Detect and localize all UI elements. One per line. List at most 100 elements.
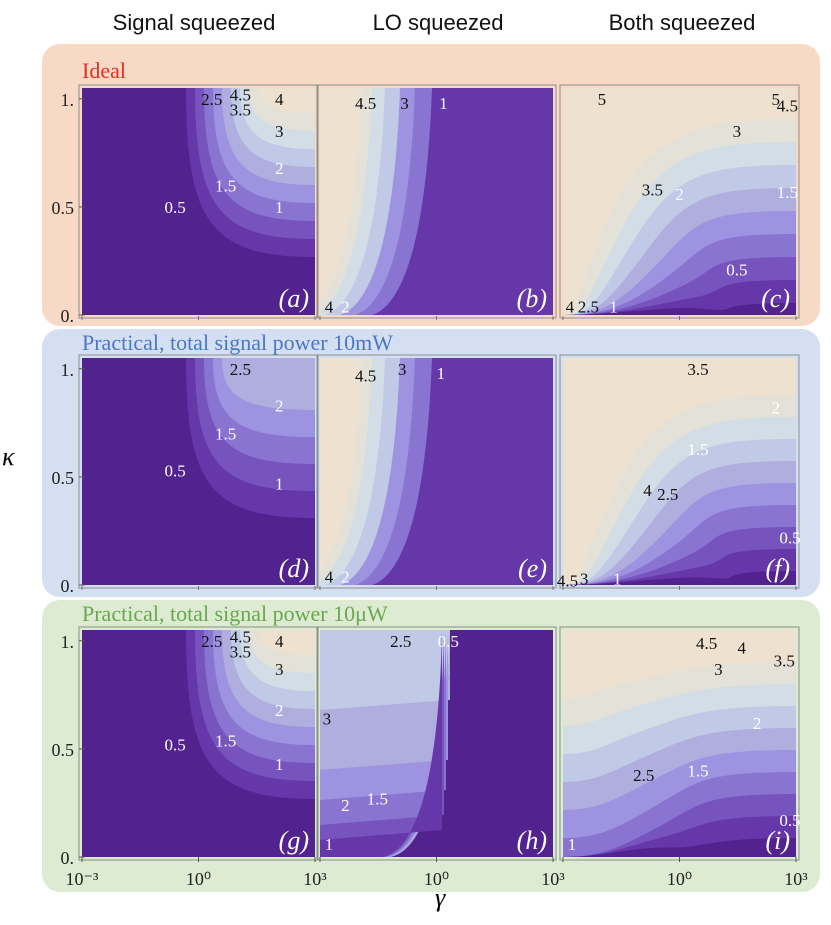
y-tick-label: 0.5 (52, 198, 75, 218)
contour-label: 3.5 (774, 651, 795, 670)
panel-g: 2.5 4.5 4 3.5 3 2 1.5 0.5 1 (g) 0. 0.5 1. 10⁻³ 10⁰ 10³ (52, 626, 327, 889)
contour-label: 4.5 (355, 94, 376, 113)
contour-label: 0.5 (438, 632, 459, 651)
contour-label: 1 (568, 835, 577, 854)
contour-label: 2 (753, 714, 762, 733)
contour-label: 2.5 (390, 632, 411, 651)
panel-label: (i) (765, 826, 790, 855)
contour-label: 1.5 (215, 425, 236, 444)
contour-label: 0.5 (779, 811, 800, 830)
contour-label: 1.5 (687, 762, 708, 781)
panel-a: 2.5 4.5 4 3.5 3 2 1.5 0.5 1 (a) 0. 0.5 1. (52, 84, 319, 326)
x-tick-label: 10³ (541, 869, 565, 889)
column-title-lo-squeezed: LO squeezed (372, 10, 504, 35)
panel-c: 5 54.533.5 2 1.50.54 2.5 1 (c) (559, 84, 800, 320)
contour-label: 2 (275, 701, 284, 720)
contour-label: 0.5 (726, 261, 747, 280)
contour-label: 2.5 (578, 297, 599, 316)
row-label-practical-10uw: Practical, total signal power 10μW (82, 601, 388, 626)
contour-label: 0.5 (164, 461, 185, 480)
contour-label: 3 (400, 94, 409, 113)
contour-label: 1 (325, 835, 334, 854)
contour-label: 2 (275, 159, 284, 178)
column-title-signal-squeezed: Signal squeezed (112, 10, 276, 35)
contour-label: 4.5 (230, 85, 251, 104)
contour-label: 4.5 (557, 572, 578, 591)
panel-label: (g) (279, 826, 309, 855)
contour-label: 2 (341, 567, 350, 586)
contour-label: 1 (275, 474, 284, 493)
contour-label: 4 (737, 638, 746, 657)
x-tick-label: 10⁰ (667, 869, 692, 889)
panel-label: (h) (517, 826, 547, 855)
y-tick-label: 0. (61, 848, 75, 868)
contour-label: 2.5 (230, 360, 251, 379)
panel-b: 4.5 3 1 4 2 (b) (316, 84, 557, 320)
panel-label: (a) (279, 284, 309, 313)
contour-label: 4 (275, 90, 284, 109)
contour-label: 0.5 (164, 736, 185, 755)
contour-label: 3 (275, 122, 284, 141)
contour-label: 3 (323, 710, 332, 729)
x-tick-label: 10⁻³ (66, 869, 100, 889)
contour-label: 4 (566, 297, 575, 316)
contour-label: 0.5 (164, 198, 185, 217)
panel-e: 4.5 3 1 4 2 (e) (316, 354, 557, 590)
column-title-both-squeezed: Both squeezed (608, 10, 756, 35)
y-tick-label: 1. (61, 632, 75, 652)
contour-label: 4.5 (355, 366, 376, 385)
row-label-practical-10mw: Practical, total signal power 10mW (82, 330, 393, 355)
contour-label: 5 (771, 90, 780, 109)
contour-label: 2 (275, 397, 284, 416)
contour-label: 2 (675, 185, 684, 204)
contour-label: 2 (341, 297, 350, 316)
x-axis-label: γ (435, 883, 446, 912)
x-tick-label: 10⁰ (424, 869, 449, 889)
contour-label: 4.5 (230, 627, 251, 646)
panel-label: (b) (517, 284, 547, 313)
panel-label: (e) (518, 554, 547, 583)
panel-label: (d) (279, 554, 309, 583)
contour-label: 2.5 (633, 766, 654, 785)
contour-label: 1.5 (215, 176, 236, 195)
x-tick-label: 10³ (303, 869, 327, 889)
contour-label: 1.5 (687, 440, 708, 459)
contour-label: 3 (733, 122, 742, 141)
row-label-ideal: Ideal (82, 58, 126, 83)
contour-label: 2.5 (201, 632, 222, 651)
contour-label: 4 (643, 481, 652, 500)
contour-label: 1 (275, 198, 284, 217)
contour-label: 1 (275, 755, 284, 774)
contour-label: 1 (609, 297, 618, 316)
contour-label: 4 (325, 297, 334, 316)
contour-label: 3 (580, 570, 589, 589)
contour-label: 3.5 (687, 360, 708, 379)
contour-label: 4.5 (777, 96, 798, 115)
contour-label: 2.5 (657, 485, 678, 504)
contour-label: 3 (398, 360, 407, 379)
contour-label: 1.5 (215, 731, 236, 750)
y-tick-label: 1. (61, 360, 75, 380)
y-tick-label: 0.5 (52, 468, 75, 488)
y-tick-label: 0. (61, 576, 75, 596)
panel-i: 4.5 4 3.5 3 2 2.5 1.5 0.5 1 (i) 10⁰ 10³ (559, 626, 808, 889)
y-tick-label: 0. (61, 306, 75, 326)
y-tick-label: 0.5 (52, 740, 75, 760)
contour-label: 4 (275, 632, 284, 651)
y-axis-label: κ (2, 442, 15, 471)
contour-label: 1.5 (367, 790, 388, 809)
contour-label: 3 (275, 660, 284, 679)
panel-d: 2.5 2 1.5 0.5 1 (d) 0. 0.5 1. (52, 354, 319, 596)
contour-label: 1 (613, 570, 622, 589)
y-tick-label: 1. (61, 90, 75, 110)
contour-label: 1.5 (777, 183, 798, 202)
contour-label: 1 (439, 94, 448, 113)
panel-f: 3.5 2 1.5 4 2.5 0.5 4.5 3 1 (f) (557, 354, 801, 591)
contour-label: 2 (771, 399, 780, 418)
contour-label: 1 (437, 364, 446, 383)
contour-label: 3 (714, 660, 723, 679)
contour-label: 3.5 (230, 101, 251, 120)
contour-label: 2 (341, 796, 350, 815)
panel-label: (c) (761, 284, 790, 313)
